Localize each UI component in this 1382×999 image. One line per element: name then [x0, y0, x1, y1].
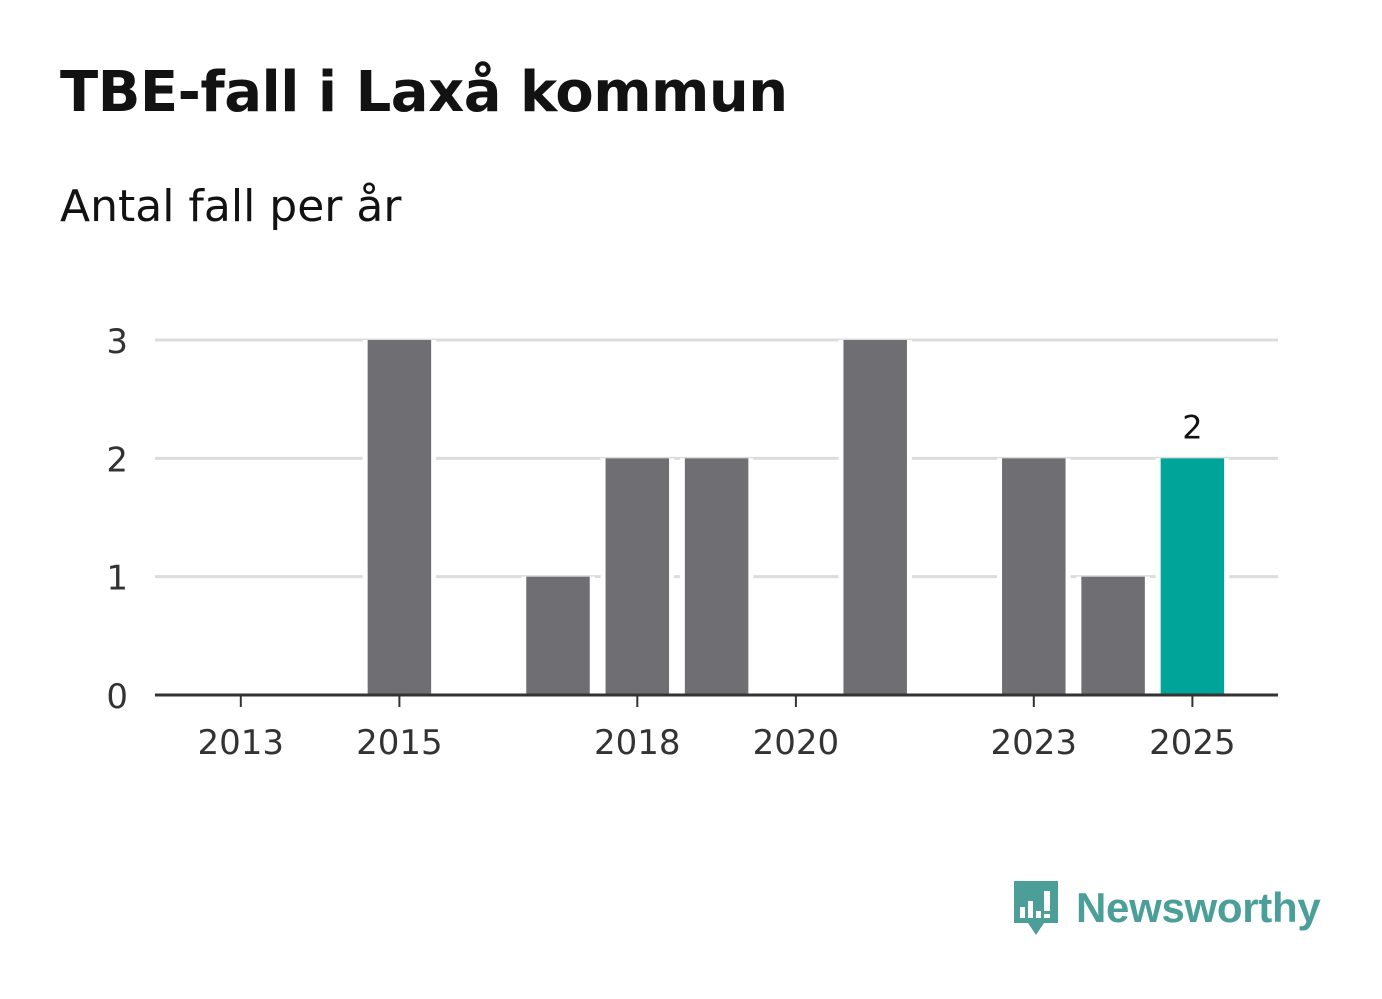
newsworthy-icon [1014, 881, 1058, 935]
bar-2023 [1002, 458, 1066, 695]
bar-2021 [843, 340, 907, 695]
y-tick-label-0: 0 [106, 677, 128, 717]
x-tick-label-2023: 2023 [991, 723, 1078, 763]
chart-subtitle: Antal fall per år [60, 181, 402, 232]
x-tick-label-2015: 2015 [356, 723, 443, 763]
x-tick-label-2013: 2013 [198, 723, 285, 763]
y-axis: 0 1 2 3 [106, 322, 128, 717]
data-labels: 2 [1182, 408, 1202, 446]
bar-2019 [684, 458, 749, 695]
x-tick-label-2018: 2018 [594, 723, 681, 763]
bar-2017 [526, 576, 590, 695]
bars [362, 340, 1230, 695]
y-tick-label-1: 1 [106, 559, 128, 599]
bar-2024 [1081, 576, 1145, 695]
bar-2018 [605, 458, 670, 695]
x-tick-labels: 2013 2015 2018 2020 2023 2025 [198, 723, 1236, 763]
y-tick-label-2: 2 [106, 440, 128, 480]
data-label-2025: 2 [1182, 408, 1202, 446]
y-tick-label-3: 3 [106, 322, 128, 362]
bar-2015 [367, 340, 432, 695]
x-tick-label-2020: 2020 [753, 723, 840, 763]
chart-title: TBE-fall i Laxå kommun [60, 60, 788, 125]
bar-2025 [1160, 458, 1225, 695]
x-axis [155, 693, 1278, 707]
brand-name: Newsworthy [1076, 884, 1321, 931]
x-tick-label-2025: 2025 [1149, 723, 1236, 763]
newsworthy-logo: Newsworthy [1010, 876, 1321, 940]
